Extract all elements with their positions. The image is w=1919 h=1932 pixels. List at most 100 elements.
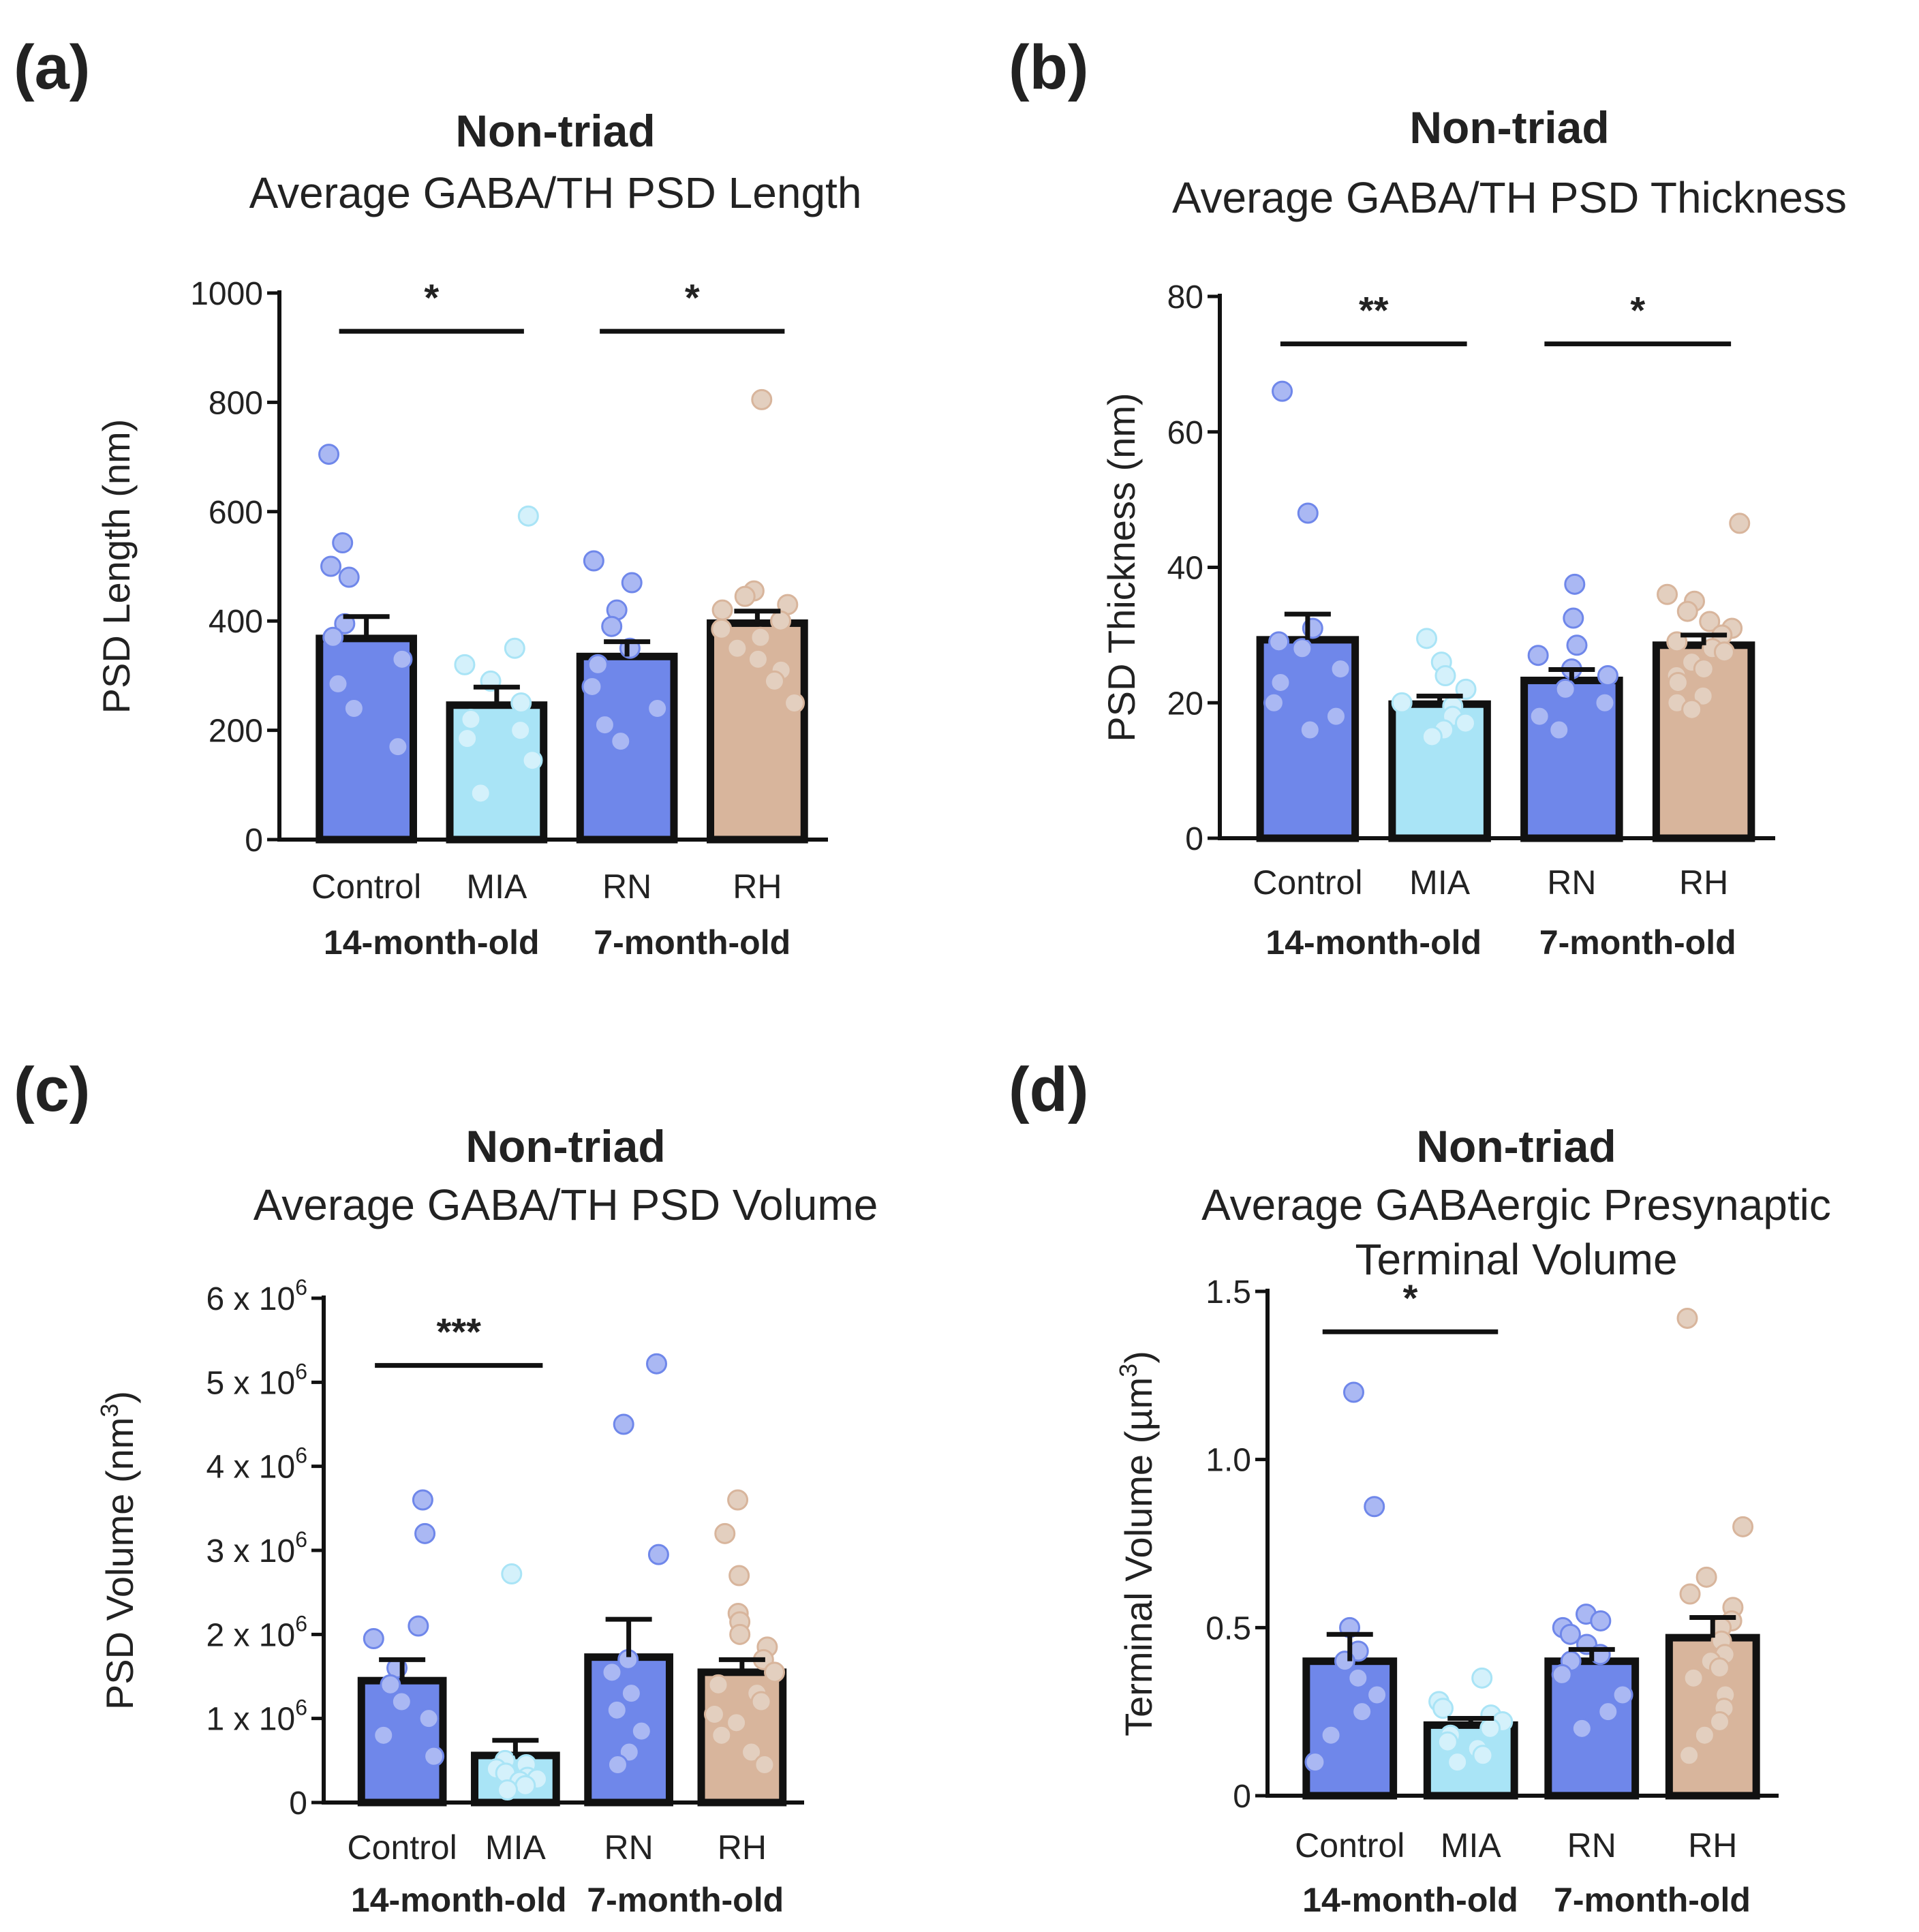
data-point [322, 626, 344, 648]
data-point [587, 654, 609, 675]
data-point [707, 1674, 729, 1696]
group-label: 7-month-old [1554, 1881, 1751, 1919]
data-point [1693, 1724, 1715, 1746]
significance-marker: * [424, 276, 439, 319]
data-point [1597, 1701, 1619, 1723]
data-point [318, 444, 340, 465]
data-point [728, 1565, 750, 1586]
data-point [647, 1544, 669, 1565]
panel-d: (d) Non-triad Average GABAergic Presynapti… [1009, 1055, 1831, 1919]
data-point [387, 736, 409, 758]
x-tick-label: RN [1567, 1826, 1616, 1865]
x-tick-label: RN [602, 868, 651, 906]
data-point [1590, 1610, 1612, 1631]
data-point [1566, 634, 1588, 656]
data-point [1667, 671, 1689, 693]
data-point [1320, 1724, 1342, 1746]
data-point [390, 1691, 412, 1713]
data-point [646, 1353, 668, 1375]
x-tick-label: Control [311, 868, 421, 906]
data-point [610, 731, 632, 752]
data-point [521, 750, 543, 771]
group-label: 14-month-old [351, 1881, 567, 1919]
significance-marker: *** [437, 1310, 482, 1353]
y-tick-label: 20 [1167, 686, 1203, 722]
data-point [470, 782, 491, 804]
x-tick-label: RN [1547, 863, 1596, 902]
data-point [784, 692, 805, 714]
data-point [1471, 1667, 1493, 1689]
y-tick-label: 80 [1167, 279, 1203, 316]
y-tick-label: 40 [1167, 551, 1203, 587]
data-point [734, 585, 756, 607]
data-point [750, 626, 771, 648]
data-point [1347, 1667, 1369, 1689]
chart-title: Non-triad [1409, 102, 1609, 153]
data-point [1571, 1717, 1593, 1739]
data-point [1391, 692, 1413, 714]
data-point [1692, 685, 1714, 707]
data-point [1695, 1566, 1717, 1588]
data-point [729, 1623, 751, 1645]
data-point [1657, 583, 1678, 605]
data-point [1299, 719, 1321, 741]
data-point [741, 1741, 763, 1763]
chart-subtitle: Average GABA/TH PSD Length [249, 168, 862, 217]
x-tick-label: RH [1688, 1826, 1737, 1865]
data-point [510, 720, 532, 741]
y-axis-label: PSD Volume (nm3) [95, 1391, 141, 1710]
data-point [1472, 1745, 1494, 1766]
chart-title: Non-triad [465, 1121, 665, 1171]
data-point [770, 610, 792, 632]
significance-marker: ** [1359, 289, 1389, 332]
data-point [630, 1720, 652, 1742]
data-point [1304, 1751, 1326, 1773]
data-point [726, 1712, 748, 1734]
data-point [727, 1489, 749, 1511]
data-point [338, 566, 360, 588]
y-tick-label: 1 x 106 [206, 1696, 307, 1738]
y-tick-label: 1000 [190, 276, 263, 312]
x-tick-label: Control [1295, 1826, 1404, 1865]
data-point [1681, 699, 1703, 720]
bar-rn [584, 1653, 673, 1807]
data-point [711, 1724, 733, 1746]
data-point [1597, 665, 1618, 686]
data-point [1447, 1751, 1469, 1773]
data-point [460, 709, 482, 731]
y-tick-label: 3 x 106 [206, 1527, 307, 1569]
data-point [1729, 512, 1751, 534]
data-point [501, 1563, 523, 1585]
panel-label: (a) [14, 33, 90, 102]
data-point [1559, 1623, 1581, 1645]
data-point [418, 1708, 440, 1730]
y-tick-label: 400 [209, 604, 263, 640]
data-point [1268, 631, 1290, 653]
data-point [1366, 1684, 1388, 1706]
data-point [497, 1779, 519, 1800]
x-tick-label: Control [348, 1828, 457, 1867]
data-point [327, 673, 349, 694]
data-point [601, 615, 623, 637]
y-tick-label: 600 [209, 495, 263, 531]
x-tick-label: RN [604, 1828, 654, 1867]
data-point [747, 648, 769, 670]
data-point [1676, 1307, 1698, 1329]
data-point [726, 637, 748, 659]
y-tick-label: 0 [1185, 821, 1203, 857]
data-point [1699, 611, 1721, 632]
data-point [581, 675, 603, 697]
chart-subtitle-line2: Terminal Volume [1355, 1235, 1677, 1284]
data-point [380, 1674, 401, 1696]
data-point [423, 1745, 445, 1767]
data-point [1554, 678, 1576, 700]
data-point [373, 1724, 395, 1746]
data-point [363, 1628, 384, 1649]
panel-label: (c) [14, 1055, 90, 1124]
y-axis-label: PSD Thickness (nm) [1100, 393, 1143, 741]
data-point [607, 1754, 628, 1775]
panel-c: (c) Non-triad Average GABA/TH PSD Volume PS… [14, 1055, 878, 1919]
data-point [1548, 719, 1570, 741]
group-label: 7-month-old [1539, 923, 1736, 962]
